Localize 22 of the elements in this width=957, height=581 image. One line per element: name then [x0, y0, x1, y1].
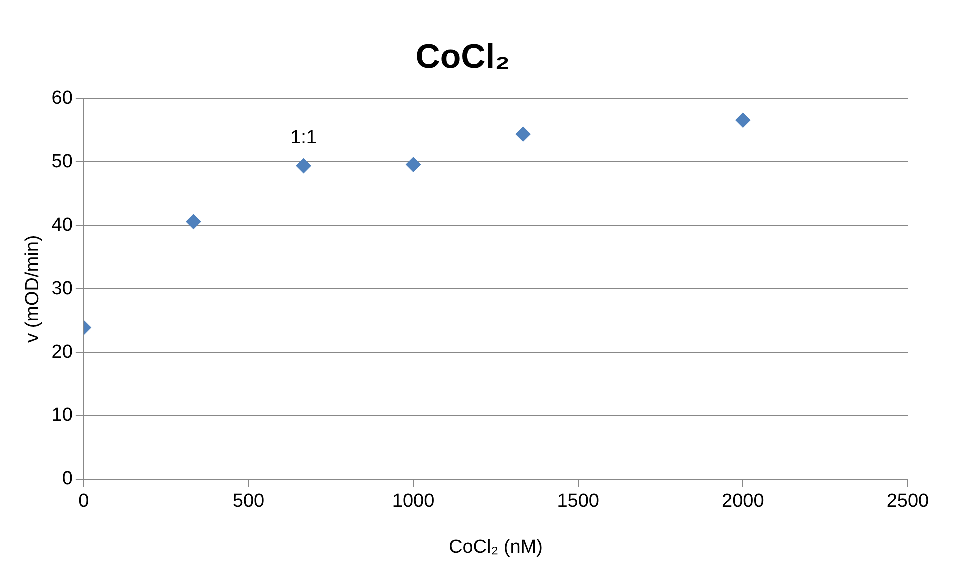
annotation: 1:1 — [290, 127, 318, 148]
x-tick-label: 2000 — [722, 491, 764, 512]
point — [406, 157, 422, 172]
x-tick-label: 2500 — [886, 491, 930, 512]
y-tick-label: 60 — [52, 88, 73, 110]
x-tick-label: 1500 — [557, 491, 600, 512]
chart-title: CoCl₂ — [416, 38, 510, 76]
y-tick-label: 40 — [52, 214, 73, 236]
y-axis-title: v (mOD/min) — [22, 235, 44, 343]
y-tick-label: 20 — [52, 342, 73, 363]
point — [516, 126, 531, 142]
x-tick-label: 1000 — [392, 491, 435, 512]
point — [736, 112, 751, 128]
x-tick-label: 500 — [232, 491, 265, 512]
y-tick-label: 30 — [52, 278, 73, 300]
x-tick-label: 0 — [78, 491, 90, 512]
point — [296, 158, 312, 174]
x-axis-title: CoCl₂ (nM) — [449, 536, 543, 558]
point — [186, 214, 202, 230]
y-tick-label: 50 — [52, 151, 73, 172]
y-tick-label: 0 — [62, 468, 73, 490]
y-tick-label: 10 — [52, 405, 73, 426]
